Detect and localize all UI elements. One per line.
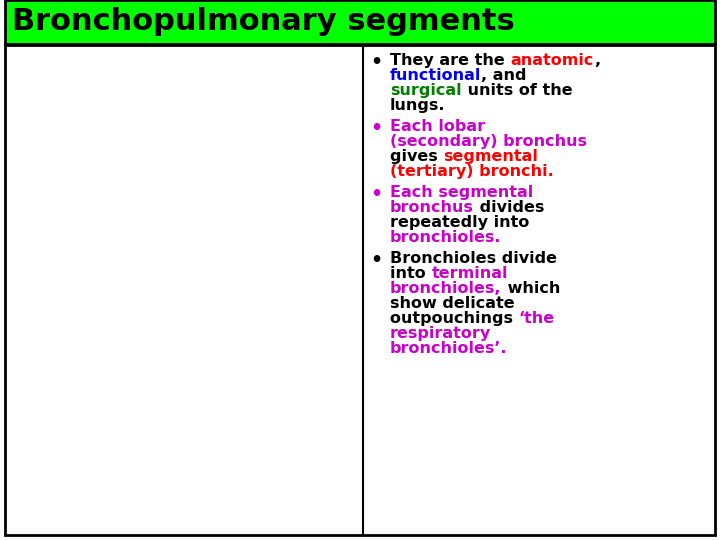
Text: which: which bbox=[502, 281, 560, 296]
Text: Bronchopulmonary segments: Bronchopulmonary segments bbox=[12, 8, 515, 37]
Text: divides: divides bbox=[474, 200, 544, 215]
Bar bbox=[6, 45, 362, 534]
Text: outpouchings: outpouchings bbox=[390, 311, 518, 326]
Text: •: • bbox=[370, 53, 382, 72]
Text: terminal: terminal bbox=[431, 266, 508, 281]
Text: •: • bbox=[370, 185, 382, 204]
Text: bronchioles’.: bronchioles’. bbox=[390, 341, 508, 356]
Text: lungs.: lungs. bbox=[390, 98, 446, 113]
Text: bronchus: bronchus bbox=[390, 200, 474, 215]
Text: gives: gives bbox=[390, 149, 444, 164]
Text: Each lobar: Each lobar bbox=[390, 119, 485, 134]
Text: repeatedly into: repeatedly into bbox=[390, 215, 529, 230]
Text: into: into bbox=[390, 266, 431, 281]
Text: functional: functional bbox=[390, 68, 482, 83]
Text: respiratory: respiratory bbox=[390, 326, 491, 341]
Text: units of the: units of the bbox=[462, 83, 572, 98]
Text: show delicate: show delicate bbox=[390, 296, 515, 311]
Text: (secondary) bronchus: (secondary) bronchus bbox=[390, 134, 587, 149]
Text: surgical: surgical bbox=[390, 83, 462, 98]
Text: ,: , bbox=[594, 53, 600, 68]
Text: bronchioles,: bronchioles, bbox=[390, 281, 502, 296]
Text: Bronchioles divide: Bronchioles divide bbox=[390, 251, 557, 266]
Text: ‘the: ‘the bbox=[518, 311, 554, 326]
Bar bbox=[5, 0, 715, 44]
Text: bronchioles.: bronchioles. bbox=[390, 230, 502, 245]
Text: segmental: segmental bbox=[444, 149, 539, 164]
Text: They are the: They are the bbox=[390, 53, 510, 68]
Text: anatomic: anatomic bbox=[510, 53, 594, 68]
Text: •: • bbox=[370, 119, 382, 138]
Text: , and: , and bbox=[482, 68, 527, 83]
Text: Each segmental: Each segmental bbox=[390, 185, 534, 200]
Text: •: • bbox=[370, 251, 382, 270]
Text: (tertiary) bronchi.: (tertiary) bronchi. bbox=[390, 164, 554, 179]
